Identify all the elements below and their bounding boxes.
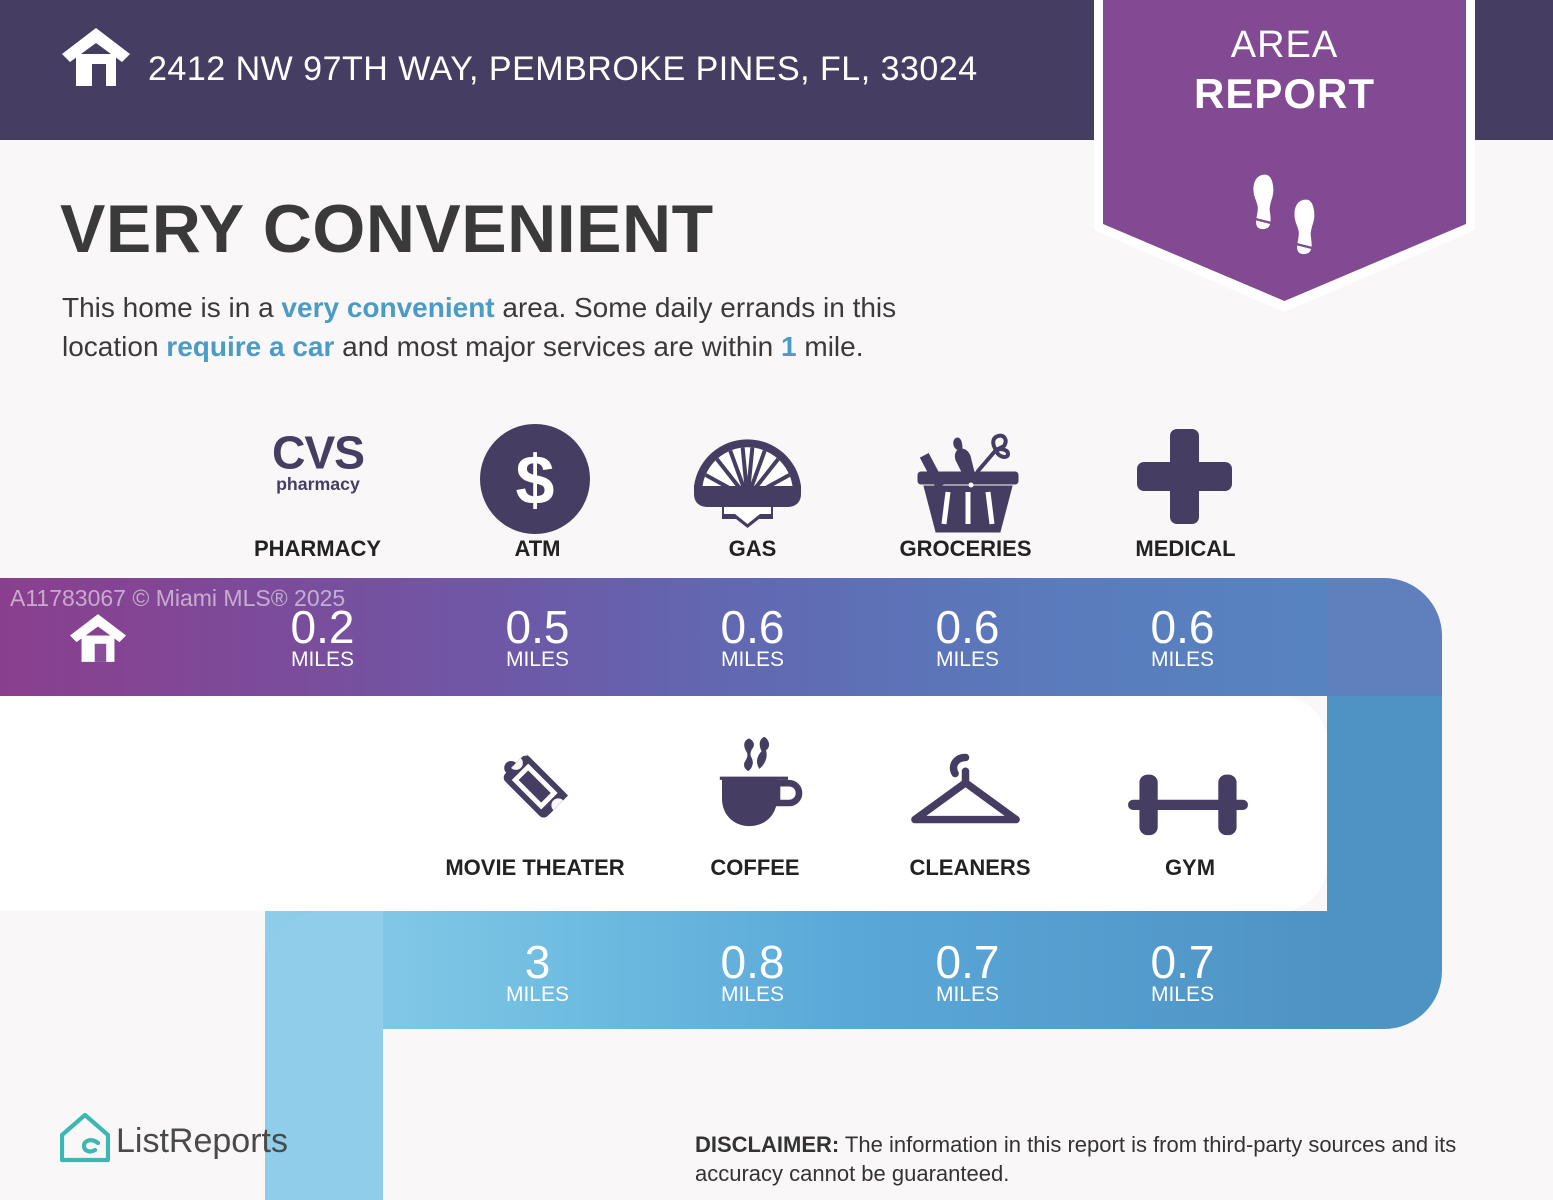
svg-text:pharmacy: pharmacy	[276, 474, 360, 494]
svg-text:CVS: CVS	[272, 427, 364, 479]
svg-text:$: $	[516, 441, 555, 519]
